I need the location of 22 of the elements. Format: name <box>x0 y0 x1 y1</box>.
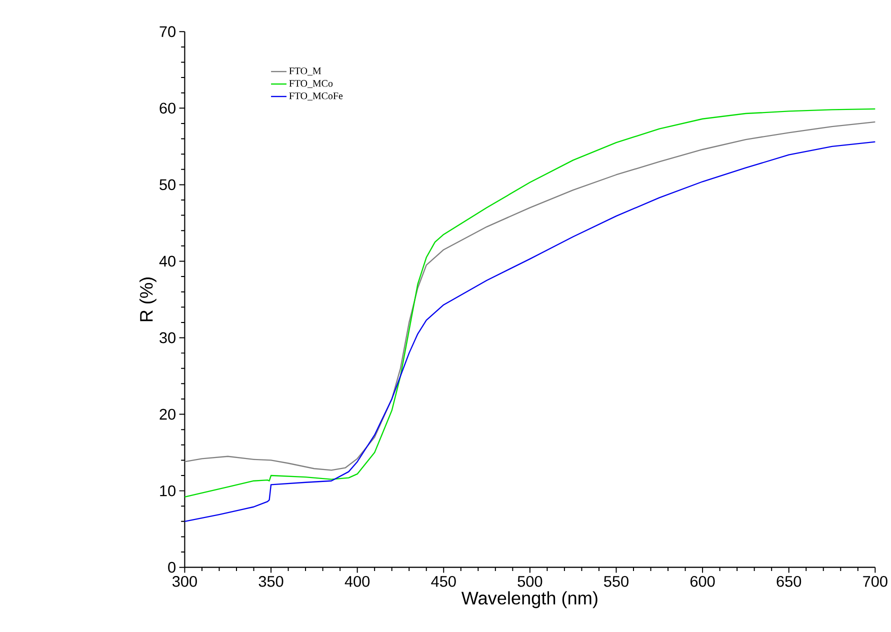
y-tick-label: 50 <box>160 179 176 190</box>
x-tick-label: 350 <box>258 576 284 588</box>
x-tick-label: 500 <box>518 576 542 588</box>
x-tick-label: 300 <box>172 576 197 588</box>
y-tick-label: 0 <box>168 562 176 573</box>
y-tick-label: 30 <box>160 332 176 344</box>
x-tick-label: 450 <box>431 576 456 588</box>
legend-label: FTO_MCoFe <box>289 92 343 101</box>
y-tick-label: 10 <box>160 486 176 496</box>
legend-label: FTO_MCo <box>289 80 333 88</box>
y-tick-label: 60 <box>160 102 176 114</box>
x-tick-label: 650 <box>776 576 802 588</box>
legend-label: FTO_M <box>289 68 322 76</box>
x-tick-label: 600 <box>690 576 715 588</box>
y-tick-label: 70 <box>160 26 176 38</box>
x-tick-label: 700 <box>863 576 888 588</box>
y-tick-label: 20 <box>160 409 176 420</box>
y-tick-label: 40 <box>159 256 176 267</box>
x-axis-title: Wavelength (nm) <box>461 591 598 608</box>
x-tick-label: 400 <box>344 576 370 588</box>
x-tick-label: 550 <box>604 576 628 588</box>
y-axis-title: R (%) <box>140 278 156 322</box>
